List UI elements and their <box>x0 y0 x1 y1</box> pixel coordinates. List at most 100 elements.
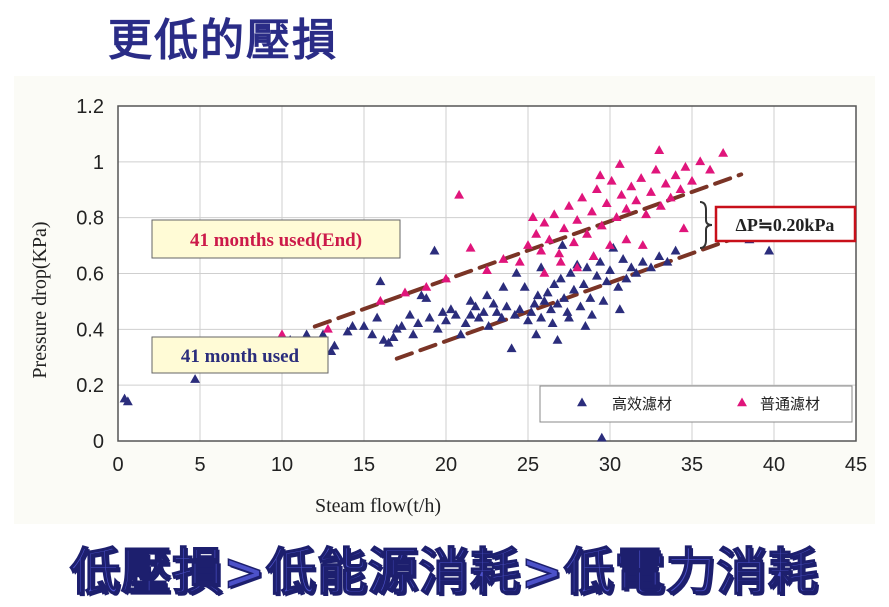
point-high-eff <box>478 307 489 316</box>
point-high-eff <box>557 240 568 249</box>
point-high-eff <box>519 281 530 291</box>
point-normal <box>621 203 632 213</box>
point-high-eff <box>465 309 476 319</box>
point-normal <box>605 240 615 249</box>
point-high-eff <box>326 346 337 355</box>
point-high-eff <box>555 273 566 283</box>
point-normal <box>582 228 592 238</box>
point-high-eff <box>441 315 451 325</box>
point-high-eff <box>670 245 681 255</box>
point-high-eff <box>631 268 642 277</box>
point-high-eff <box>596 432 607 442</box>
point-normal <box>601 198 612 208</box>
point-high-eff <box>122 396 133 406</box>
point-high-eff <box>547 318 558 328</box>
annotation-end-text: 41 months used(End) <box>190 230 362 251</box>
point-high-eff <box>536 312 547 322</box>
point-high-eff <box>375 276 386 286</box>
point-high-eff <box>506 343 517 353</box>
chart-panel: 0 5 10 15 20 25 30 35 40 45 0 0.2 0.4 0.6 0.8 1 1.2 Pres… <box>14 76 875 524</box>
point-high-eff <box>404 309 415 319</box>
x-tick-label: 40 <box>763 454 785 476</box>
point-high-eff <box>621 273 632 283</box>
y-tick-label: 0 <box>93 431 104 453</box>
point-normal <box>549 209 560 219</box>
point-normal <box>616 189 627 199</box>
point-high-eff <box>342 326 353 336</box>
point-high-eff <box>613 281 624 291</box>
point-high-eff <box>482 290 492 300</box>
point-normal <box>554 248 565 258</box>
point-normal <box>621 234 632 244</box>
point-normal <box>514 256 525 266</box>
point-high-eff <box>301 329 312 339</box>
point-high-eff <box>378 335 389 344</box>
point-high-eff <box>595 256 606 266</box>
x-tick-label: 30 <box>599 454 621 476</box>
legend-marker-high-eff <box>577 397 587 407</box>
point-normal <box>465 242 476 252</box>
point-high-eff <box>568 284 579 294</box>
y-tick-label: 0.6 <box>76 264 104 286</box>
point-high-eff <box>488 298 499 308</box>
point-normal <box>591 184 602 194</box>
annotation-start-box <box>151 336 329 374</box>
x-axis-title: Steam flow(t/h) <box>315 495 441 517</box>
y-tick-label: 0.4 <box>76 319 104 341</box>
point-high-eff <box>585 293 596 302</box>
point-normal <box>660 178 671 188</box>
x-tick-label: 45 <box>845 454 867 476</box>
point-high-eff <box>391 323 402 333</box>
point-normal <box>441 273 451 283</box>
point-high-eff <box>359 321 369 330</box>
y-tick-label: 0.2 <box>76 375 104 397</box>
point-high-eff <box>523 315 533 325</box>
point-high-eff <box>514 304 525 314</box>
point-normal <box>375 295 386 305</box>
point-normal <box>646 187 656 196</box>
point-normal <box>705 164 715 174</box>
delta-p-annotation: ΔP≒0.20kPa <box>699 201 857 249</box>
x-tick-label: 35 <box>681 454 703 476</box>
point-normal <box>595 170 606 180</box>
point-normal <box>572 262 583 272</box>
point-normal <box>536 245 547 255</box>
legend: 高效濾材 普通濾材 <box>539 385 853 423</box>
point-normal <box>680 161 691 171</box>
point-high-eff <box>587 309 597 319</box>
point-normal <box>626 181 637 191</box>
point-normal <box>596 220 607 230</box>
point-high-eff <box>396 321 407 330</box>
point-high-eff <box>764 245 775 255</box>
point-normal <box>559 223 570 233</box>
point-high-eff <box>601 276 612 286</box>
point-high-eff <box>546 304 556 314</box>
legend-label-high-eff: 高效濾材 <box>612 395 672 413</box>
point-high-eff <box>483 321 494 330</box>
point-normal <box>636 173 647 182</box>
point-high-eff <box>408 329 419 339</box>
point-normal <box>564 201 574 210</box>
point-high-eff <box>552 335 563 344</box>
point-normal <box>527 212 538 221</box>
point-high-eff <box>470 301 481 311</box>
point-normal <box>654 145 665 154</box>
point-normal <box>606 175 617 185</box>
point-normal <box>482 265 492 275</box>
point-layer <box>119 145 775 442</box>
point-normal <box>718 147 729 157</box>
point-high-eff <box>626 262 637 272</box>
point-normal <box>665 192 676 202</box>
point-normal <box>523 240 533 249</box>
point-normal <box>322 323 333 333</box>
point-high-eff <box>605 265 615 275</box>
point-normal <box>421 281 432 291</box>
annotation-end-box <box>151 219 401 259</box>
page-title: 更低的壓損 <box>108 15 338 66</box>
point-high-eff <box>580 321 591 330</box>
y-tick-label: 1 <box>93 152 104 174</box>
point-high-eff <box>526 307 537 316</box>
point-high-eff <box>637 256 648 266</box>
point-high-eff <box>618 254 629 263</box>
point-high-eff <box>367 329 378 339</box>
